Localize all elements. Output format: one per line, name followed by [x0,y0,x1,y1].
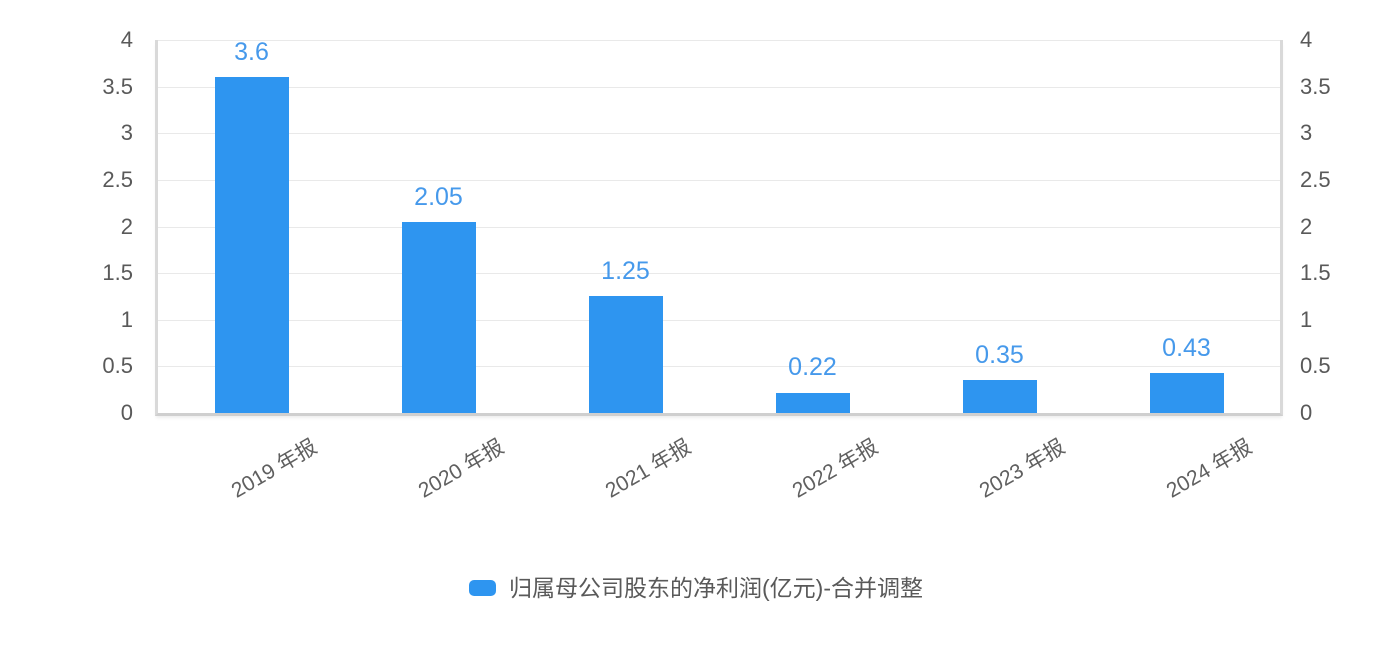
bar-2020 年报[interactable] [401,221,476,413]
x-tick-label: 2019 年报 [227,435,321,503]
gridline [158,319,1280,321]
gridline [158,273,1280,275]
x-tick-label: 2024 年报 [1162,435,1256,503]
y-tick-label-left: 2.5 [102,166,133,192]
x-tick-label: 2021 年报 [601,435,695,503]
x-tick-label: 2020 年报 [414,435,508,503]
bar-2022 年报[interactable] [775,392,850,413]
bar-2023 年报[interactable] [962,380,1037,413]
gridline [158,366,1280,368]
y-tick-label-right: 3.5 [1300,73,1331,99]
x-tick-label: 2023 年报 [975,435,1069,503]
bar-value-label: 0.35 [975,341,1024,370]
legend-item[interactable]: 归属母公司股东的净利润(亿元)-合并调整 [469,574,923,602]
x-tick-label: 2022 年报 [788,435,882,503]
y-tick-label-right: 1.5 [1300,260,1331,286]
y-tick-label-right: 1 [1300,306,1313,332]
y-tick-label-left: 4 [120,27,133,52]
x-axis: 2019 年报 2020 年报 2021 年报 2022 年报 2023 年报 2024 … [155,413,1277,523]
y-tick-label-left: 2 [120,213,133,239]
gridline [158,133,1280,135]
y-axis-left: 0 0.5 1 1.5 2 2.5 3 3.5 4 [0,0,133,646]
gridline [158,86,1280,88]
y-tick-label-left: 3 [120,120,133,146]
y-tick-label-right: 2.5 [1300,166,1331,192]
y-tick-label-left: 3.5 [102,73,133,99]
y-tick-label-left: 0.5 [102,353,133,379]
y-tick-label-right: 3 [1300,120,1313,146]
bar-value-label: 0.22 [788,353,837,382]
bar-value-label: 2.05 [414,182,463,211]
gridline [158,226,1280,228]
plot-area: 3.6 2.05 1.25 0.22 0.35 0.43 [155,38,1283,416]
y-tick-label-right: 0 [1300,400,1313,425]
y-tick-label-left: 0 [120,400,133,425]
bar-2021 年报[interactable] [588,296,663,413]
y-tick-label-left: 1.5 [102,260,133,286]
legend-label: 归属母公司股东的净利润(亿元)-合并调整 [509,575,923,601]
gridline [158,179,1280,181]
bar-value-label: 1.25 [601,257,650,286]
bar-value-label: 3.6 [234,38,269,67]
y-tick-label-right: 2 [1300,213,1313,239]
gridline [158,40,1280,41]
y-tick-label-left: 1 [120,306,133,332]
bar-2019 年报[interactable] [214,77,289,413]
bar-value-label: 0.43 [1162,333,1211,362]
legend-marker-icon [469,580,496,596]
bar-2024 年报[interactable] [1149,372,1224,413]
y-tick-label-right: 0.5 [1300,353,1331,379]
y-tick-label-right: 4 [1300,27,1313,52]
legend: 归属母公司股东的净利润(亿元)-合并调整 [0,574,1392,602]
y-axis-right: 0 0.5 1 1.5 2 2.5 3 3.5 4 [1300,0,1390,646]
